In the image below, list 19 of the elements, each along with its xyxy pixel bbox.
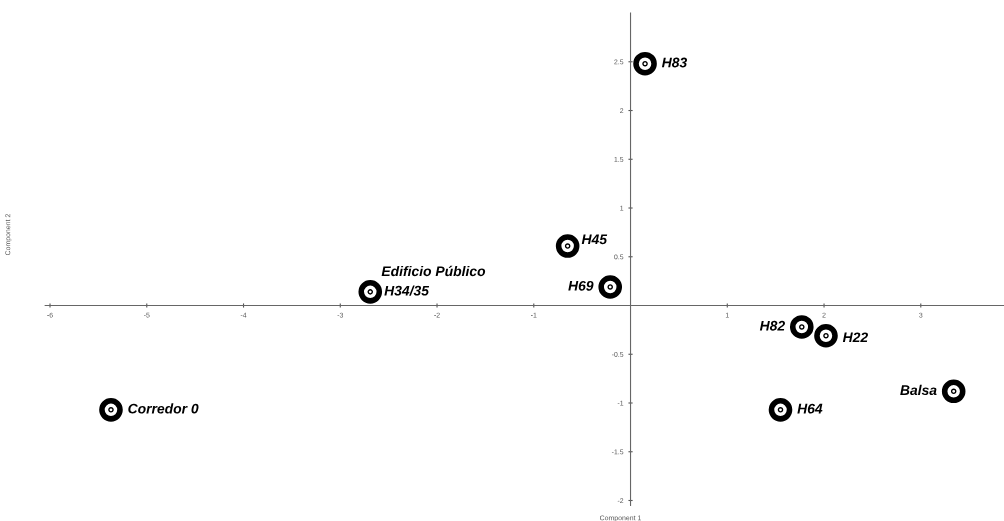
annotation: H22 <box>842 332 868 343</box>
point <box>814 323 838 348</box>
point <box>789 315 814 339</box>
point <box>358 280 383 304</box>
annotation: H83 <box>661 57 688 68</box>
point <box>99 398 123 422</box>
annotation: H69 <box>568 280 594 291</box>
point <box>768 398 793 422</box>
point <box>941 379 966 404</box>
point <box>633 51 657 76</box>
annotation: H64 <box>797 403 823 414</box>
annotation: H82 <box>759 320 785 331</box>
annotation: H34/35 <box>384 285 430 296</box>
annotation: Edificio Público <box>381 265 486 277</box>
annotation: Balsa <box>900 384 937 396</box>
annotation: H45 <box>581 234 608 245</box>
annotation: Corredor 0 <box>128 403 199 414</box>
point <box>555 234 580 258</box>
point <box>598 275 623 299</box>
